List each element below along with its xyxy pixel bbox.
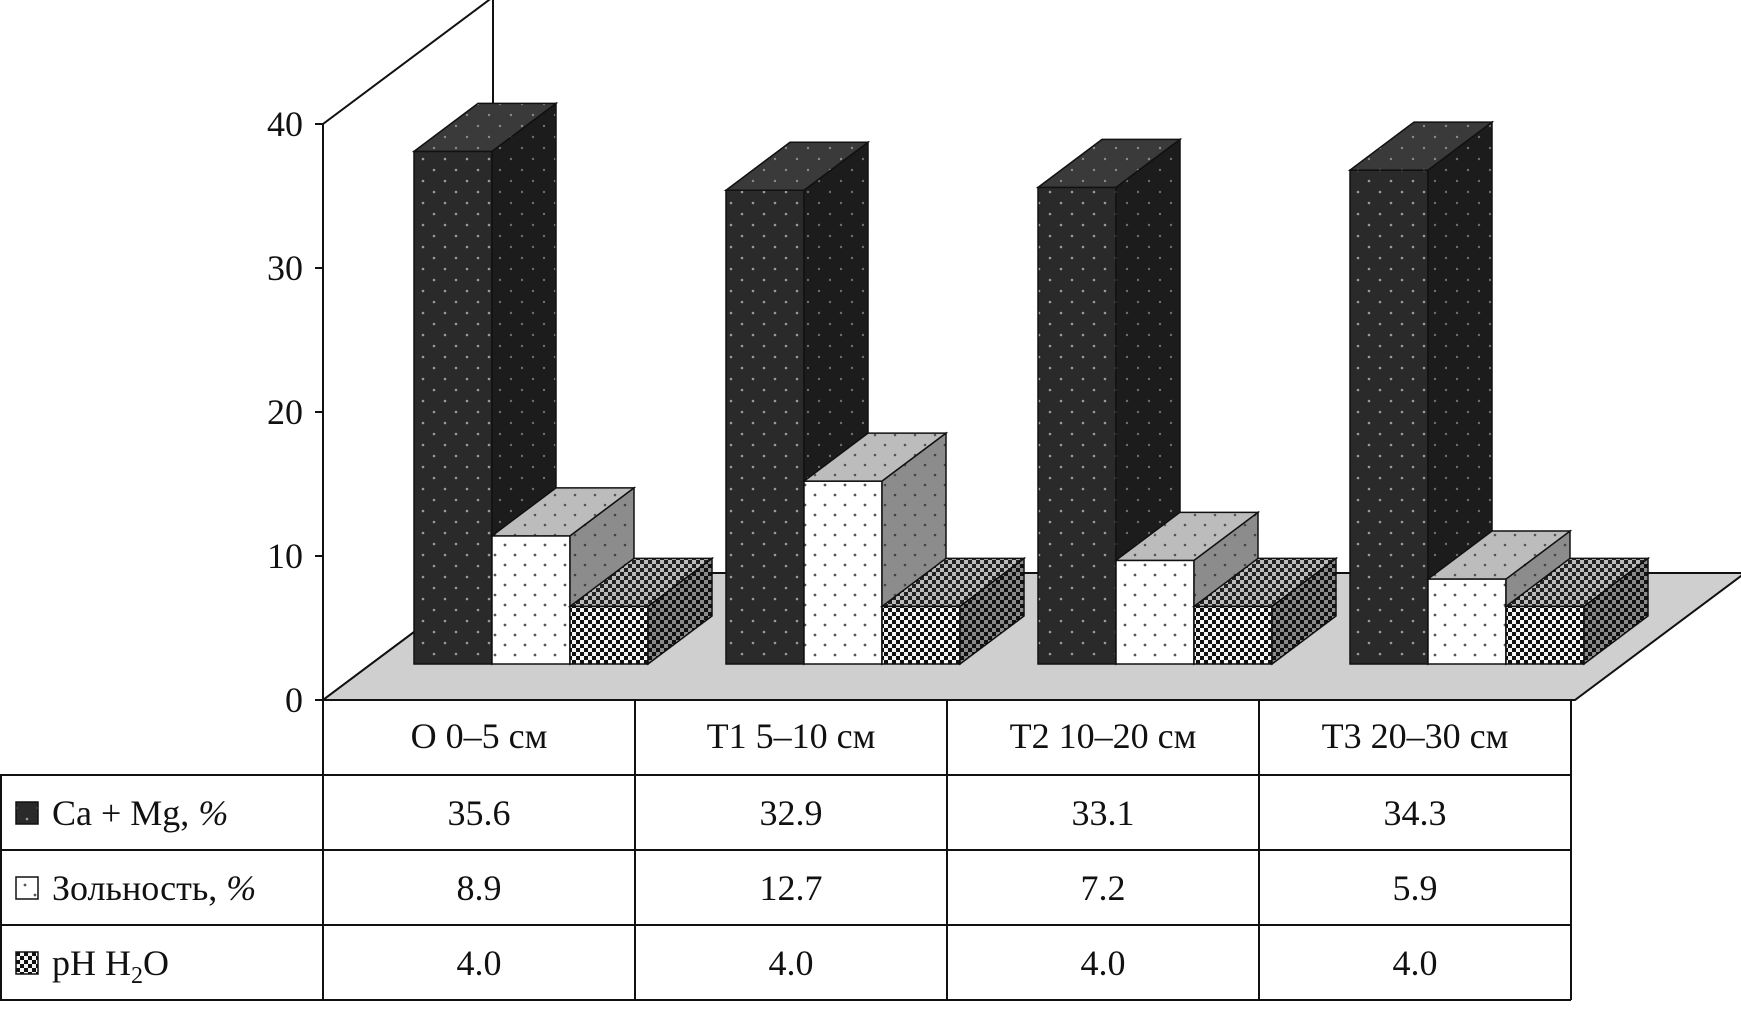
bar-top	[1191, 557, 1339, 608]
bar-top	[879, 557, 1027, 608]
bar-front	[569, 605, 649, 665]
data-label: 5.9	[1393, 868, 1438, 908]
data-label: 4.0	[457, 943, 502, 983]
y-tick-label: 30	[267, 248, 303, 288]
data-label: 8.9	[457, 868, 502, 908]
bar-top	[1425, 530, 1573, 580]
bar-top	[1113, 511, 1261, 562]
data-label: 4.0	[769, 943, 814, 983]
bar-front	[491, 535, 571, 665]
data-label: 32.9	[760, 793, 823, 833]
bar-top	[1503, 557, 1651, 608]
bar-top	[567, 557, 715, 608]
bar-front	[881, 605, 961, 665]
series-label-part: pH H	[52, 943, 131, 983]
bar-top	[801, 432, 949, 482]
data-label: 33.1	[1072, 793, 1135, 833]
series-label-part: 2	[131, 963, 143, 989]
bar-checker	[1503, 556, 1651, 666]
data-label: 7.2	[1081, 868, 1126, 908]
legend-swatch	[15, 876, 39, 900]
series-label-part: Ca + Mg,	[52, 793, 198, 833]
bar-front	[1349, 169, 1429, 665]
series-label-part: %	[198, 793, 228, 833]
y-axis: 0 10 20 30 40	[267, 104, 324, 720]
series-label: Ca + Mg, %	[52, 793, 228, 833]
bar-top	[1035, 138, 1183, 189]
y-tick-label: 10	[267, 536, 303, 576]
bar-front	[725, 189, 805, 665]
series-label-part: Зольность,	[52, 868, 226, 908]
bar-top	[411, 102, 559, 153]
bar-front	[1505, 605, 1585, 665]
bar-top	[489, 487, 637, 537]
category-label: T3 20–30 см	[1322, 716, 1509, 756]
series-label-part: %	[226, 868, 256, 908]
bar-front	[1037, 186, 1117, 665]
bar-checker	[1191, 556, 1339, 666]
bar-front	[1427, 578, 1507, 665]
bar-checker	[879, 556, 1027, 666]
legend-swatch	[15, 801, 39, 825]
data-label: 12.7	[760, 868, 823, 908]
category-label: T1 5–10 см	[707, 716, 876, 756]
bar-checker	[567, 556, 715, 666]
category-label: T2 10–20 см	[1010, 716, 1197, 756]
y-tick-label: 20	[267, 392, 303, 432]
bar-top	[1347, 121, 1495, 171]
bar-front	[803, 480, 883, 665]
bar-front	[1193, 605, 1273, 665]
bar-front	[413, 150, 493, 665]
data-label: 35.6	[448, 793, 511, 833]
bars-group	[411, 101, 1651, 666]
category-label: O 0–5 см	[411, 716, 548, 756]
data-label: 34.3	[1384, 793, 1447, 833]
bar-top	[723, 141, 871, 191]
series-label: Зольность, %	[52, 868, 256, 908]
y-tick-label: 40	[267, 104, 303, 144]
bar-dark-dots	[1347, 120, 1495, 666]
data-table: O 0–5 см T1 5–10 см T2 10–20 см T3 20–30 см…	[0, 699, 1572, 1001]
series-label-part: O	[143, 943, 169, 983]
data-label: 4.0	[1081, 943, 1126, 983]
series-label: pH H2O	[52, 943, 169, 989]
data-label: 4.0	[1393, 943, 1438, 983]
bar-front	[1115, 559, 1195, 665]
legend-swatch	[15, 951, 39, 975]
y-tick-label: 0	[285, 680, 303, 720]
